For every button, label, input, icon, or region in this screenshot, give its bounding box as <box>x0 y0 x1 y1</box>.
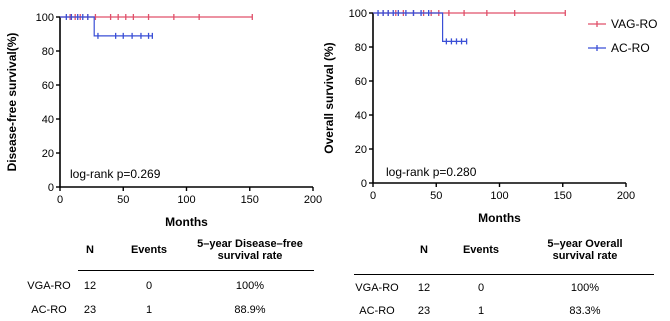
table-header-n: N <box>86 244 94 256</box>
x-tick-label: 0 <box>370 190 376 202</box>
y-tick-label: 80 <box>42 46 54 58</box>
table-cell-events: 0 <box>477 282 485 294</box>
table-rule <box>78 270 314 271</box>
y-tick-label: 0 <box>48 182 54 194</box>
table-cell-rate: 100% <box>570 282 600 294</box>
y-tick-label: 80 <box>355 42 367 54</box>
table-cell-n: 23 <box>83 304 97 316</box>
y-axis-label: Overall survival (%) <box>322 42 336 153</box>
y-tick-label: 20 <box>42 148 54 160</box>
survival-table-overall: N Events 5–year Overall survival rate VG… <box>340 234 670 321</box>
table-cell-events: 1 <box>477 305 485 317</box>
table-cell-n: 12 <box>83 280 97 292</box>
x-tick-label: 150 <box>241 194 259 206</box>
table-cell-rate: 88.9% <box>234 304 266 316</box>
table-cell-events: 1 <box>145 304 153 316</box>
table-cell-n: 23 <box>417 305 431 317</box>
y-tick-label: 40 <box>42 114 54 126</box>
table-row-label: AC-RO <box>31 304 67 316</box>
table-cell-events: 0 <box>145 280 153 292</box>
legend-label: AC-RO <box>611 41 650 55</box>
table-rule <box>354 274 654 275</box>
x-tick-label: 50 <box>430 190 442 202</box>
x-tick-label: 100 <box>490 190 508 202</box>
series-line-ac <box>60 16 153 37</box>
legend-label: VAG-RO <box>611 17 657 31</box>
x-axis-label: Months <box>165 215 208 229</box>
table-cell-n: 12 <box>417 282 431 294</box>
table-row-label: AC-RO <box>359 305 395 317</box>
y-tick-label: 100 <box>349 8 367 20</box>
log-rank-annotation: log-rank p=0.269 <box>70 167 161 181</box>
y-axis-label: Disease-free survival(%) <box>5 33 19 172</box>
survival-table-disease-free: N Events 5–year Disease–free survival ra… <box>0 234 320 321</box>
y-tick-label: 60 <box>42 80 54 92</box>
x-tick-label: 0 <box>57 194 63 206</box>
y-tick-label: 40 <box>355 110 367 122</box>
x-tick-label: 100 <box>177 194 195 206</box>
table-cell-rate: 83.3% <box>569 305 601 317</box>
y-tick-label: 0 <box>361 178 367 190</box>
table-header-n: N <box>420 244 428 256</box>
y-tick-label: 100 <box>36 12 54 24</box>
log-rank-annotation: log-rank p=0.280 <box>386 165 477 179</box>
table-cell-rate: 100% <box>235 280 265 292</box>
x-tick-label: 150 <box>554 190 572 202</box>
table-header-events: Events <box>462 244 500 256</box>
series-line-ac <box>373 12 467 43</box>
table-header-events: Events <box>130 244 168 256</box>
y-tick-label: 20 <box>355 144 367 156</box>
table-row-label: VGA-RO <box>27 280 71 292</box>
table-row-label: VGA-RO <box>355 282 399 294</box>
x-tick-label: 200 <box>304 194 322 206</box>
x-tick-label: 50 <box>117 194 129 206</box>
x-tick-label: 200 <box>617 190 635 202</box>
table-header-rate: 5–year Disease–free survival rate <box>197 238 303 262</box>
y-tick-label: 60 <box>355 76 367 88</box>
x-axis-label: Months <box>478 211 521 225</box>
table-header-rate: 5–year Overall survival rate <box>547 238 623 262</box>
